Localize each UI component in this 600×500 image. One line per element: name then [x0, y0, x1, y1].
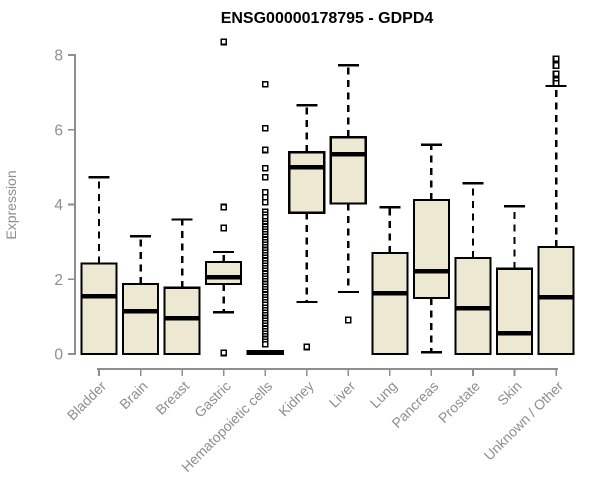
x-tick-label: Lung	[367, 378, 400, 411]
y-axis-label: Expression	[3, 170, 19, 239]
box-skin	[495, 267, 534, 356]
box-kidney	[288, 151, 326, 214]
y-tick-label: 4	[54, 197, 63, 214]
box-gastric	[205, 260, 243, 286]
outlier-point	[261, 124, 269, 132]
x-tick-label: Unknown / Other	[481, 378, 567, 464]
y-tick-label: 2	[54, 272, 63, 289]
outlier-point	[261, 80, 269, 88]
x-tick-label: Bladder	[64, 378, 110, 424]
x-tick-label: Kidney	[275, 378, 317, 420]
outlier-point	[220, 203, 228, 211]
box-pancreas	[412, 198, 450, 300]
outlier-point	[220, 38, 228, 46]
outlier-point	[261, 173, 269, 181]
x-tick-label: Skin	[494, 378, 525, 409]
outlier-point	[261, 188, 269, 196]
x-tick-label: Brain	[116, 378, 150, 412]
box-lung	[371, 251, 409, 356]
outlier-point	[261, 146, 269, 154]
outlier-point	[344, 316, 352, 324]
outlier-point	[261, 164, 269, 172]
box-bladder	[80, 262, 118, 356]
outlier-point	[220, 224, 228, 232]
outlier-point	[220, 349, 228, 357]
y-tick-label: 0	[54, 347, 63, 364]
outlier-point	[552, 80, 560, 87]
outlier-point	[552, 62, 560, 69]
outlier-point	[261, 198, 269, 206]
chart-title: ENSG00000178795 - GDPD4	[221, 10, 434, 27]
x-tick-label: Liver	[326, 378, 359, 411]
outlier-point	[552, 55, 560, 63]
box-breast	[163, 286, 201, 356]
y-tick-label: 6	[54, 122, 63, 139]
box-brain	[121, 283, 160, 356]
outlier-point	[261, 340, 269, 348]
x-tick-label: Prostate	[435, 378, 483, 426]
box-liver	[329, 136, 367, 205]
x-tick-label: Breast	[152, 378, 192, 418]
outlier-point	[303, 343, 311, 351]
outlier-point	[552, 70, 560, 78]
box-unknown-other	[537, 246, 575, 356]
y-tick-label: 8	[54, 48, 63, 65]
